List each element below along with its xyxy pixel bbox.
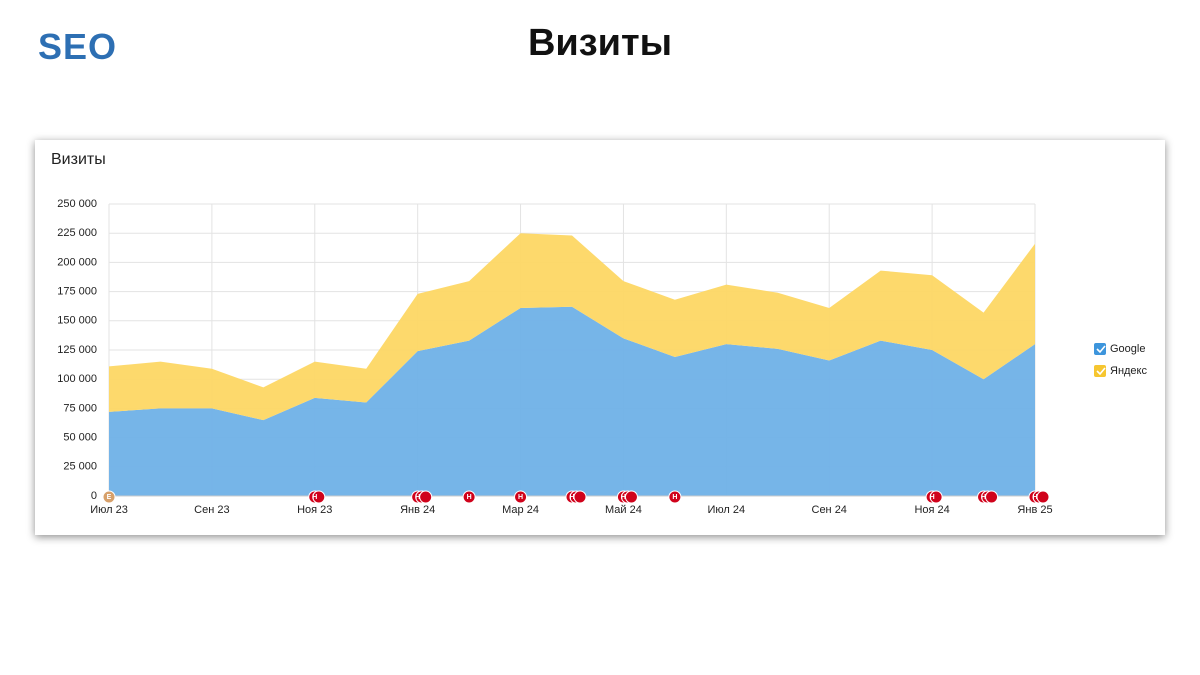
y-tick-label: 50 000 [63, 432, 97, 444]
y-tick-label: 125 000 [57, 344, 97, 356]
event-label: Н [518, 494, 523, 501]
x-tick-label: Май 24 [605, 504, 642, 516]
event-label: Н [569, 494, 574, 501]
event-label: Н [621, 494, 626, 501]
y-tick-label: 250 000 [57, 198, 97, 210]
x-tick-label: Ноя 24 [914, 504, 949, 516]
event-marker [462, 490, 476, 504]
y-tick-label: 25 000 [63, 461, 97, 473]
y-tick-label: 175 000 [57, 286, 97, 298]
event-marker [514, 490, 528, 504]
x-tick-label: Июл 24 [708, 504, 746, 516]
x-tick-label: Янв 24 [400, 504, 435, 516]
event-marker [929, 490, 943, 504]
event-label: Н [930, 494, 935, 501]
legend-check [1096, 367, 1106, 376]
event-marker [624, 490, 638, 504]
event-marker [573, 490, 587, 504]
area [109, 306, 1035, 496]
event-label: Н [1032, 494, 1037, 501]
logo: SEO [38, 26, 118, 67]
legend-label: Google [1110, 343, 1145, 355]
event-marker [312, 490, 326, 504]
x-tick-label: Июл 23 [90, 504, 128, 516]
x-tick-label: Сен 24 [812, 504, 847, 516]
event-label: Н [312, 494, 317, 501]
y-tick-label: 100 000 [57, 373, 97, 385]
y-tick-label: 200 000 [57, 256, 97, 268]
event-label: Н [415, 494, 420, 501]
chart-card: Визиты 0 25 000 50 000 75 000 100 000 125 000… [35, 140, 1165, 535]
chart: Визиты 0 25 000 50 000 75 000 100 000 125 000… [51, 151, 1147, 516]
y-tick-label: 225 000 [57, 227, 97, 239]
legend-swatch [1094, 365, 1106, 377]
y-tick-label: 0 [91, 490, 97, 502]
x-tick-label: Янв 25 [1017, 504, 1052, 516]
event-label: Е [107, 494, 112, 501]
event-label: Н [672, 494, 677, 501]
area [109, 233, 1035, 421]
legend-swatch [1094, 343, 1106, 355]
legend-check [1096, 345, 1106, 354]
legend-label: Яндекс [1110, 365, 1147, 377]
chart-title: Визиты [51, 151, 106, 168]
x-tick-label: Сен 23 [194, 504, 229, 516]
event-label: Н [981, 494, 986, 501]
event-label: Н [467, 494, 472, 501]
event-marker [102, 490, 116, 504]
x-tick-label: Мар 24 [502, 504, 539, 516]
y-tick-label: 75 000 [63, 402, 97, 414]
event-marker [985, 490, 999, 504]
event-marker [668, 490, 682, 504]
page-title: Визиты [527, 22, 673, 64]
y-tick-label: 150 000 [57, 315, 97, 327]
event-marker [419, 490, 433, 504]
event-marker [1036, 490, 1050, 504]
x-tick-label: Ноя 23 [297, 504, 332, 516]
